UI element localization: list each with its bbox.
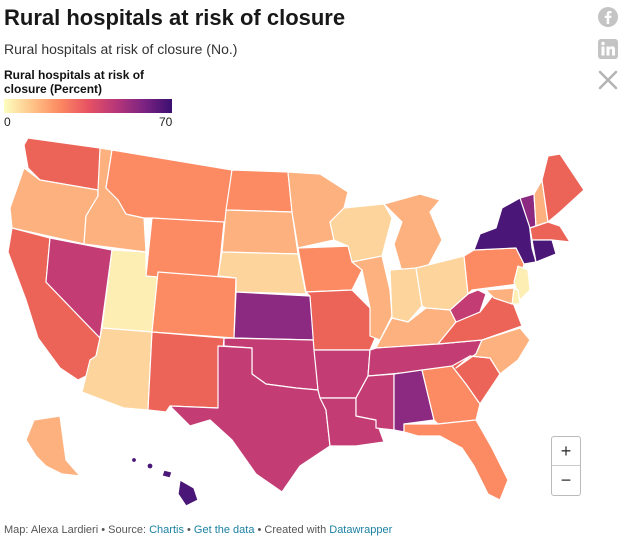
legend-max-label: 70 xyxy=(159,115,173,129)
map-credit: Map: Alexa Lardieri xyxy=(4,524,99,536)
get-data-link[interactable]: Get the data xyxy=(193,524,255,536)
chart-footer: Map: Alexa Lardieri • Source: Chartis • … xyxy=(4,524,392,536)
state-MT[interactable] xyxy=(105,149,233,225)
state-HI-islet[interactable] xyxy=(130,456,138,464)
x-icon[interactable] xyxy=(596,68,620,92)
state-NM[interactable] xyxy=(147,331,225,413)
footer-sep-created: • Created with xyxy=(254,524,330,536)
state-NC[interactable] xyxy=(455,327,531,375)
state-IA[interactable] xyxy=(297,245,363,293)
chart-title: Rural hospitals at risk of closure xyxy=(4,5,346,30)
zoom-out-button[interactable]: − xyxy=(560,470,572,490)
state-TX[interactable] xyxy=(169,345,331,493)
state-FL[interactable] xyxy=(403,419,509,501)
footer-sep: • xyxy=(183,524,194,536)
state-MO[interactable] xyxy=(305,289,377,351)
linkedin-icon[interactable] xyxy=(596,37,620,61)
zoom-in-button[interactable]: + xyxy=(560,441,572,461)
state-CT[interactable] xyxy=(531,239,557,263)
state-MI[interactable] xyxy=(383,193,443,273)
state-SD[interactable] xyxy=(221,209,299,255)
legend-min-label: 0 xyxy=(4,115,11,129)
state-HI-islet[interactable] xyxy=(146,462,154,470)
datawrapper-link[interactable]: Datawrapper xyxy=(329,524,393,536)
us-choropleth-map[interactable] xyxy=(0,125,634,510)
state-HI[interactable] xyxy=(177,479,199,507)
state-MD[interactable] xyxy=(485,287,515,305)
legend-color-scale xyxy=(4,99,172,113)
footer-sep-source: • Source: xyxy=(98,524,150,536)
state-CO[interactable] xyxy=(151,271,237,339)
state-PA[interactable] xyxy=(463,247,525,295)
zoom-divider xyxy=(552,465,580,466)
state-IN[interactable] xyxy=(389,267,423,323)
facebook-icon[interactable] xyxy=(596,5,620,29)
state-AK[interactable] xyxy=(25,415,81,477)
state-ND[interactable] xyxy=(225,169,293,213)
zoom-control: + − xyxy=(551,436,581,496)
legend-title: Rural hospitals at risk of closure (Perc… xyxy=(4,68,145,96)
state-HI-island[interactable] xyxy=(161,469,173,479)
state-KS[interactable] xyxy=(233,291,315,341)
state-ME[interactable] xyxy=(541,153,585,223)
chart-subtitle: Rural hospitals at risk of closure (No.) xyxy=(4,41,238,57)
source-link[interactable]: Chartis xyxy=(149,524,184,536)
